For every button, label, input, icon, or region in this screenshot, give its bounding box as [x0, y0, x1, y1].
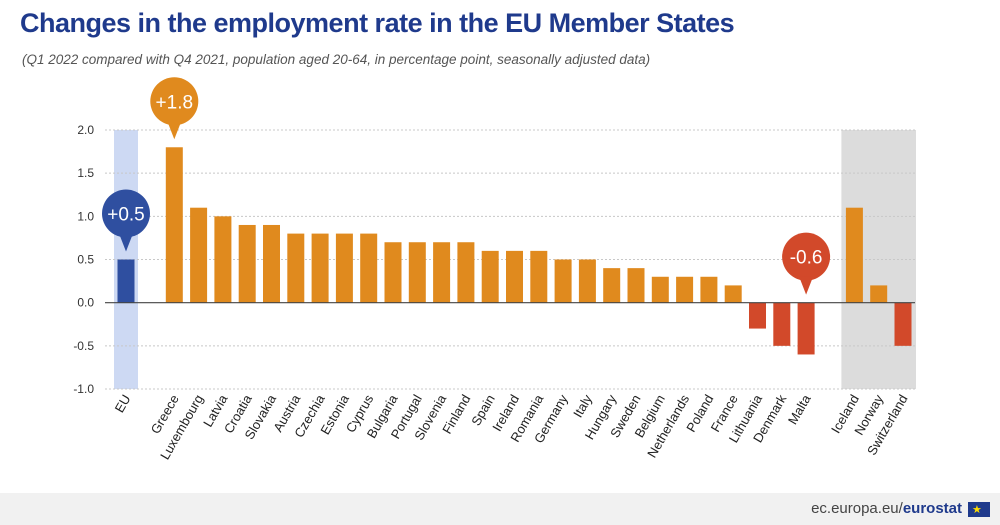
bar — [214, 216, 232, 303]
bar — [651, 276, 669, 303]
eu-flag-icon: ★ — [968, 502, 990, 517]
data-label: +0.5 — [107, 205, 145, 226]
chart-title: Changes in the employment rate in the EU… — [20, 8, 735, 38]
bar — [797, 302, 815, 355]
bar — [263, 224, 280, 303]
y-tick-label: 1.0 — [77, 209, 94, 223]
bar — [578, 259, 596, 303]
source-url-prefix: ec.europa.eu/ — [811, 500, 903, 517]
y-tick-label: 1.5 — [77, 166, 94, 180]
callout-pointer — [119, 233, 133, 252]
data-label: +1.8 — [156, 92, 194, 113]
bar — [773, 302, 791, 346]
bar-chart: 2.01.51.00.50.0-0.5-1.0EU GreeceLuxembour… — [73, 77, 916, 462]
bar — [506, 250, 523, 303]
bar — [627, 268, 645, 303]
y-tick-label: 0.5 — [77, 253, 94, 267]
bar — [554, 259, 572, 303]
callout-pointer — [799, 276, 814, 295]
bar — [165, 147, 183, 303]
y-tick-label: -1.0 — [73, 382, 94, 396]
callout-pointer — [167, 121, 182, 140]
bar — [724, 285, 742, 303]
callout-bubble — [782, 232, 831, 281]
footer: ec.europa.eu/eurostat ★ — [0, 493, 1000, 525]
bar — [700, 276, 718, 303]
bar — [457, 242, 475, 303]
x-tick-label: EU — [112, 392, 134, 415]
callout-bubble — [102, 189, 150, 238]
y-tick-label: -0.5 — [73, 339, 94, 353]
bar — [481, 250, 499, 303]
bar — [311, 233, 329, 303]
bar — [845, 207, 863, 303]
data-label: -0.6 — [790, 248, 823, 269]
bar — [238, 224, 256, 303]
bar — [749, 302, 766, 329]
bar — [894, 302, 912, 346]
bar — [870, 285, 888, 303]
bar — [335, 233, 353, 303]
y-tick-label: 2.0 — [77, 123, 94, 137]
bar — [408, 242, 426, 303]
bar — [603, 268, 621, 303]
bar — [117, 259, 135, 303]
bar — [384, 242, 402, 303]
x-tick-label: Malta — [785, 391, 814, 427]
chart-subtitle: (Q1 2022 compared with Q4 2021, populati… — [22, 52, 651, 67]
bar — [530, 250, 548, 303]
bar — [360, 233, 378, 303]
source-link[interactable]: ec.europa.eu/eurostat — [811, 500, 962, 517]
y-tick-label: 0.0 — [77, 296, 94, 310]
source-brand: eurostat — [902, 500, 962, 517]
callout-bubble — [150, 77, 199, 126]
bar — [433, 242, 451, 303]
bar — [287, 233, 305, 303]
bar — [190, 207, 208, 303]
bar — [676, 276, 694, 303]
